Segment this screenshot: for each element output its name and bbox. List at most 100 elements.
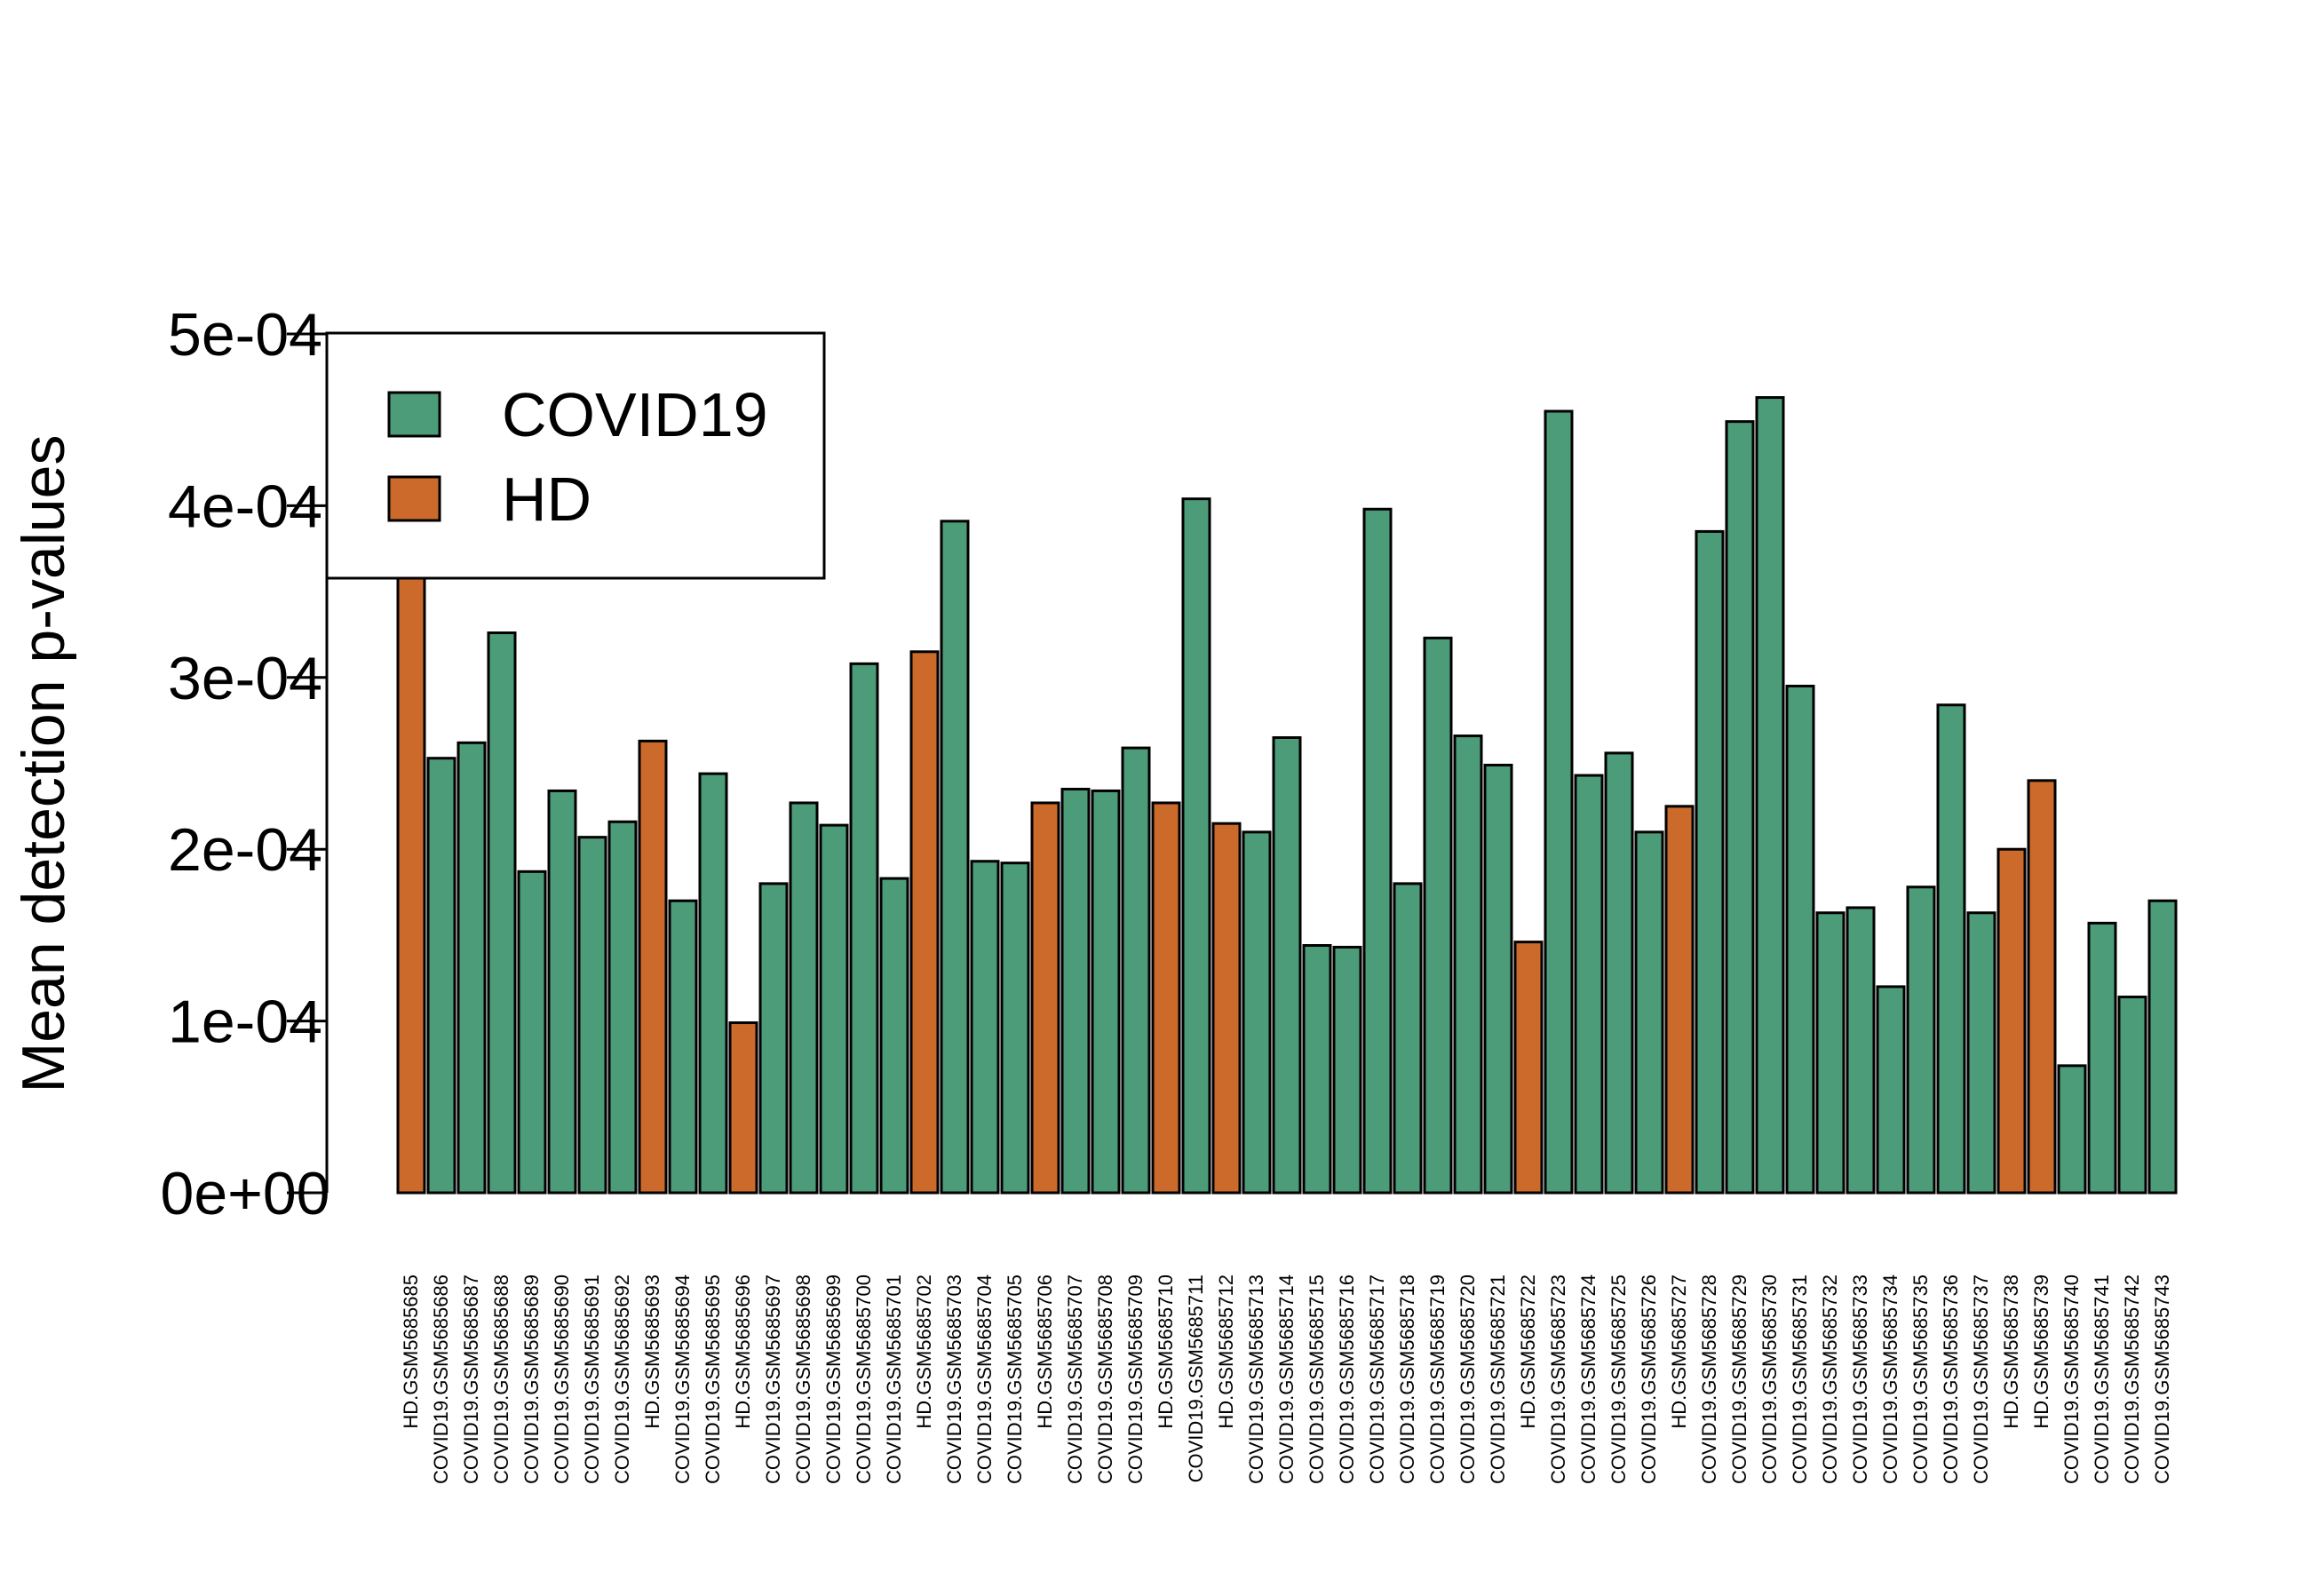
bar-COVID19.GSM5685730 <box>1755 396 1785 1195</box>
bar-COVID19.GSM5685700 <box>849 662 879 1195</box>
bar-COVID19.GSM5685728 <box>1695 529 1725 1195</box>
bar-COVID19.GSM5685714 <box>1272 735 1302 1195</box>
x-tick-label: COVID19.GSM5685698 <box>792 1274 814 1484</box>
x-tick-label: COVID19.GSM5685728 <box>1698 1274 1720 1484</box>
x-tick-labels: HD.GSM5685685 COVID19.GSM5685686 COVID19.G… <box>400 1274 2173 1484</box>
x-tick-label: HD.GSM5685727 <box>1668 1274 1690 1429</box>
bar-COVID19.GSM5685718 <box>1393 882 1423 1195</box>
bar-COVID19.GSM5685703 <box>940 520 970 1195</box>
x-tick-label: COVID19.GSM5685709 <box>1124 1274 1147 1484</box>
bar-COVID19.GSM5685740 <box>2057 1064 2087 1195</box>
x-tick-label: COVID19.GSM5685719 <box>1426 1274 1449 1484</box>
x-tick-label: HD.GSM5685706 <box>1034 1274 1056 1429</box>
bar-COVID19.GSM5685690 <box>547 789 577 1195</box>
x-tick-label: COVID19.GSM5685694 <box>671 1274 694 1484</box>
bar-HD.GSM5685738 <box>1996 847 2027 1195</box>
x-tick-label: HD.GSM5685722 <box>1517 1274 1539 1429</box>
x-tick-label: HD.GSM5685696 <box>732 1274 754 1429</box>
bar-COVID19.GSM5685716 <box>1332 945 1362 1195</box>
x-tick-label: COVID19.GSM5685735 <box>1909 1274 1932 1484</box>
bar-HD.GSM5685706 <box>1030 801 1060 1195</box>
y-tick-label: 2e-04 <box>168 816 322 884</box>
x-tick-label: COVID19.GSM5685729 <box>1728 1274 1750 1484</box>
legend-box <box>325 331 826 580</box>
bar-COVID19.GSM5685724 <box>1574 774 1604 1195</box>
x-tick-label: COVID19.GSM5685720 <box>1457 1274 1479 1484</box>
bar-COVID19.GSM5685725 <box>1604 751 1634 1195</box>
legend-label-covid19: COVID19 <box>502 380 768 449</box>
bar-HD.GSM5685696 <box>728 1021 758 1195</box>
bar-COVID19.GSM5685694 <box>668 899 698 1195</box>
x-tick-label: COVID19.GSM5685692 <box>611 1274 633 1484</box>
bar-COVID19.GSM5685737 <box>1966 911 1996 1195</box>
x-tick-label: COVID19.GSM5685731 <box>1789 1274 1811 1484</box>
x-tick-label: COVID19.GSM5685689 <box>520 1274 543 1484</box>
bar-COVID19.GSM5685698 <box>789 801 819 1195</box>
x-tick-label: HD.GSM5685710 <box>1155 1274 1177 1429</box>
x-tick-label: COVID19.GSM5685737 <box>1970 1274 1992 1484</box>
bar-HD.GSM5685712 <box>1211 822 1242 1195</box>
bar-HD.GSM5685710 <box>1151 801 1181 1195</box>
bar-COVID19.GSM5685723 <box>1544 409 1574 1195</box>
bar-HD.GSM5685739 <box>2027 779 2057 1195</box>
x-tick-label: COVID19.GSM5685700 <box>853 1274 875 1484</box>
x-tick-label: COVID19.GSM5685713 <box>1245 1274 1267 1484</box>
bar-COVID19.GSM5685701 <box>879 877 909 1195</box>
x-tick-label: COVID19.GSM5685736 <box>1940 1274 1962 1484</box>
bar-COVID19.GSM5685736 <box>1936 703 1966 1195</box>
x-tick-label: COVID19.GSM5685705 <box>1004 1274 1026 1484</box>
bar-COVID19.GSM5685708 <box>1091 789 1121 1195</box>
bar-COVID19.GSM5685732 <box>1815 911 1846 1195</box>
y-axis-title: Mean detection p-values <box>10 435 77 1093</box>
x-tick-label: HD.GSM5685685 <box>400 1274 422 1429</box>
x-tick-label: HD.GSM5685739 <box>2030 1274 2052 1429</box>
x-tick-label: COVID19.GSM5685715 <box>1306 1274 1328 1484</box>
x-tick-label: COVID19.GSM5685704 <box>973 1274 996 1484</box>
x-tick-label: COVID19.GSM5685721 <box>1487 1274 1509 1484</box>
x-tick-label: COVID19.GSM5685691 <box>581 1274 603 1484</box>
bar-HD.GSM5685685 <box>396 564 426 1195</box>
bar-HD.GSM5685702 <box>909 650 940 1195</box>
bar-COVID19.GSM5685715 <box>1302 944 1332 1195</box>
x-tick-label: COVID19.GSM5685743 <box>2151 1274 2173 1484</box>
bars <box>396 396 2178 1195</box>
x-tick-label: COVID19.GSM5685724 <box>1577 1274 1599 1484</box>
bar-COVID19.GSM5685692 <box>607 820 638 1195</box>
bar-COVID19.GSM5685721 <box>1483 763 1513 1195</box>
bar-COVID19.GSM5685713 <box>1242 830 1272 1195</box>
bar-COVID19.GSM5685688 <box>487 631 517 1195</box>
legend: COVID19 HD <box>325 331 826 580</box>
x-tick-label: HD.GSM5685693 <box>641 1274 663 1429</box>
x-tick-label: COVID19.GSM5685730 <box>1758 1274 1781 1484</box>
x-tick-label: COVID19.GSM5685708 <box>1094 1274 1116 1484</box>
x-tick-label: COVID19.GSM5685732 <box>1819 1274 1841 1484</box>
x-tick-label: COVID19.GSM5685701 <box>883 1274 905 1484</box>
x-tick-label: COVID19.GSM5685734 <box>1879 1274 1901 1484</box>
x-tick-label: COVID19.GSM5685718 <box>1396 1274 1418 1484</box>
bar-COVID19.GSM5685717 <box>1362 507 1393 1195</box>
bar-COVID19.GSM5685709 <box>1121 746 1151 1195</box>
y-tick-label: 1e-04 <box>168 989 322 1056</box>
x-tick-label: COVID19.GSM5685703 <box>943 1274 965 1484</box>
bar-COVID19.GSM5685720 <box>1453 734 1483 1195</box>
bar-COVID19.GSM5685719 <box>1423 636 1453 1195</box>
x-tick-label: COVID19.GSM5685716 <box>1336 1274 1358 1484</box>
bar-COVID19.GSM5685697 <box>758 882 789 1195</box>
y-tick-label: 5e-04 <box>168 301 322 369</box>
x-tick-label: COVID19.GSM5685690 <box>551 1274 573 1484</box>
bar-HD.GSM5685727 <box>1664 805 1695 1195</box>
x-tick-label: COVID19.GSM5685711 <box>1185 1274 1207 1482</box>
x-tick-label: COVID19.GSM5685688 <box>490 1274 512 1484</box>
x-tick-label: COVID19.GSM5685697 <box>762 1274 784 1484</box>
x-tick-label: HD.GSM5685712 <box>1215 1274 1237 1429</box>
legend-label-hd: HD <box>502 465 591 534</box>
x-tick-label: COVID19.GSM5685707 <box>1064 1274 1086 1484</box>
bar-COVID19.GSM5685711 <box>1181 497 1211 1195</box>
bar-COVID19.GSM5685705 <box>1000 862 1030 1195</box>
bar-COVID19.GSM5685695 <box>698 772 728 1195</box>
bar-COVID19.GSM5685704 <box>970 860 1000 1195</box>
x-tick-label: COVID19.GSM5685740 <box>2060 1274 2083 1484</box>
x-tick-label: HD.GSM5685702 <box>913 1274 935 1429</box>
